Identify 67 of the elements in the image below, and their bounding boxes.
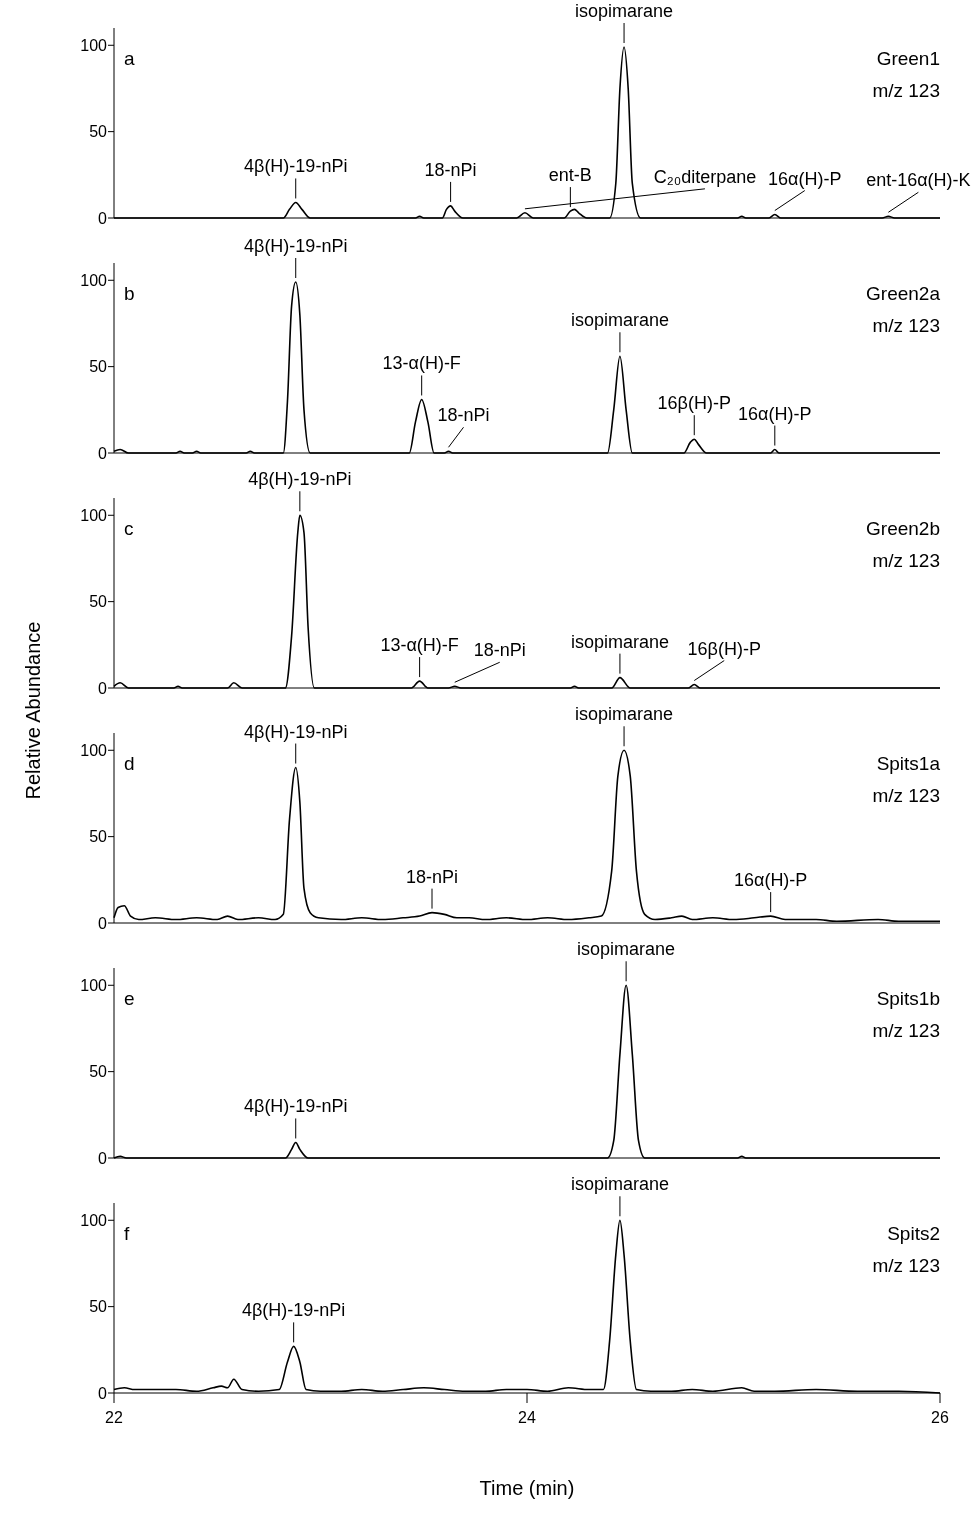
- annotation: 16α(H)-P: [768, 168, 842, 189]
- annotation: 4β(H)-19-nPi: [248, 469, 352, 490]
- y-tick-label: 50: [89, 1298, 108, 1316]
- annotation: isopimarane: [577, 939, 676, 960]
- x-tick-label: 22: [105, 1409, 123, 1426]
- annotation: m/z 123: [872, 1255, 940, 1276]
- x-tick-label: 26: [931, 1409, 949, 1426]
- y-tick-label: 0: [98, 679, 108, 697]
- annotation: Green2b: [866, 518, 940, 539]
- text: e: [124, 988, 135, 1009]
- annotation: isopimarane: [570, 1174, 669, 1195]
- text: c: [124, 518, 134, 539]
- y-tick-label: 0: [98, 209, 108, 227]
- y-tick-label: 100: [80, 976, 108, 994]
- annotation: 18-nPi: [473, 640, 526, 661]
- x-axis-title: Time (min): [479, 1477, 575, 1499]
- y-tick-label: 100: [80, 271, 108, 289]
- annotation: 16α(H)-P: [738, 403, 812, 424]
- y-tick-label: 100: [80, 1211, 108, 1229]
- annotation: 4β(H)-19-nPi: [241, 1300, 346, 1321]
- text: f: [124, 1223, 130, 1244]
- annotation: 13-α(H)-F: [380, 635, 459, 656]
- y-tick-label: 0: [98, 1384, 108, 1402]
- annotation: 16α(H)-P: [733, 870, 808, 891]
- annotation: m/z 123: [872, 785, 940, 806]
- text: b: [124, 283, 135, 304]
- annotation: Spits1a: [876, 753, 941, 774]
- annotation: Spits2: [887, 1223, 940, 1244]
- annotation: isopimarane: [575, 704, 674, 725]
- y-tick-label: 100: [80, 36, 108, 54]
- y-tick-label: 100: [80, 506, 108, 524]
- y-tick-label: 100: [80, 741, 108, 759]
- annotation: 18-nPi: [424, 159, 477, 180]
- annotation: 13-α(H)-F: [382, 353, 461, 374]
- annotation: isopimarane: [570, 631, 669, 652]
- annotation: Green1: [876, 48, 940, 69]
- annotation: m/z 123: [872, 1020, 940, 1041]
- annotation: m/z 123: [872, 315, 940, 336]
- y-tick-label: 50: [89, 358, 108, 376]
- annotation: 4β(H)-19-nPi: [244, 721, 348, 742]
- text: d: [124, 753, 135, 774]
- annotation: isopimarane: [570, 310, 669, 331]
- annotation: ent-16α(H)-K: [866, 170, 971, 191]
- annotation: Green2a: [866, 283, 941, 304]
- annotation: ent-B: [548, 165, 592, 186]
- annotation: 16β(H)-P: [657, 393, 731, 414]
- text: a: [124, 48, 135, 69]
- x-tick-label: 24: [518, 1409, 536, 1426]
- annotation: 18-nPi: [405, 866, 459, 887]
- y-tick-label: 50: [89, 1063, 108, 1081]
- annotation: m/z 123: [872, 550, 940, 571]
- annotation: 4β(H)-19-nPi: [244, 236, 348, 256]
- annotation: 4β(H)-19-nPi: [244, 156, 348, 177]
- annotation: 16β(H)-P: [687, 638, 761, 659]
- y-tick-label: 0: [98, 914, 108, 932]
- y-axis-title: Relative Abundance: [22, 621, 44, 800]
- y-tick-label: 0: [98, 1149, 108, 1167]
- annotation: 18-nPi: [437, 405, 490, 426]
- annotation: isopimarane: [575, 1, 674, 21]
- annotation: m/z 123: [872, 80, 940, 101]
- annotation: Spits1b: [876, 988, 940, 1009]
- y-tick-label: 0: [98, 444, 108, 462]
- y-tick-label: 50: [89, 593, 108, 611]
- annotation: 4β(H)-19-nPi: [244, 1096, 348, 1117]
- y-tick-label: 50: [89, 828, 108, 846]
- y-tick-label: 50: [89, 123, 108, 141]
- annotation: C₂₀diterpane: [653, 166, 757, 187]
